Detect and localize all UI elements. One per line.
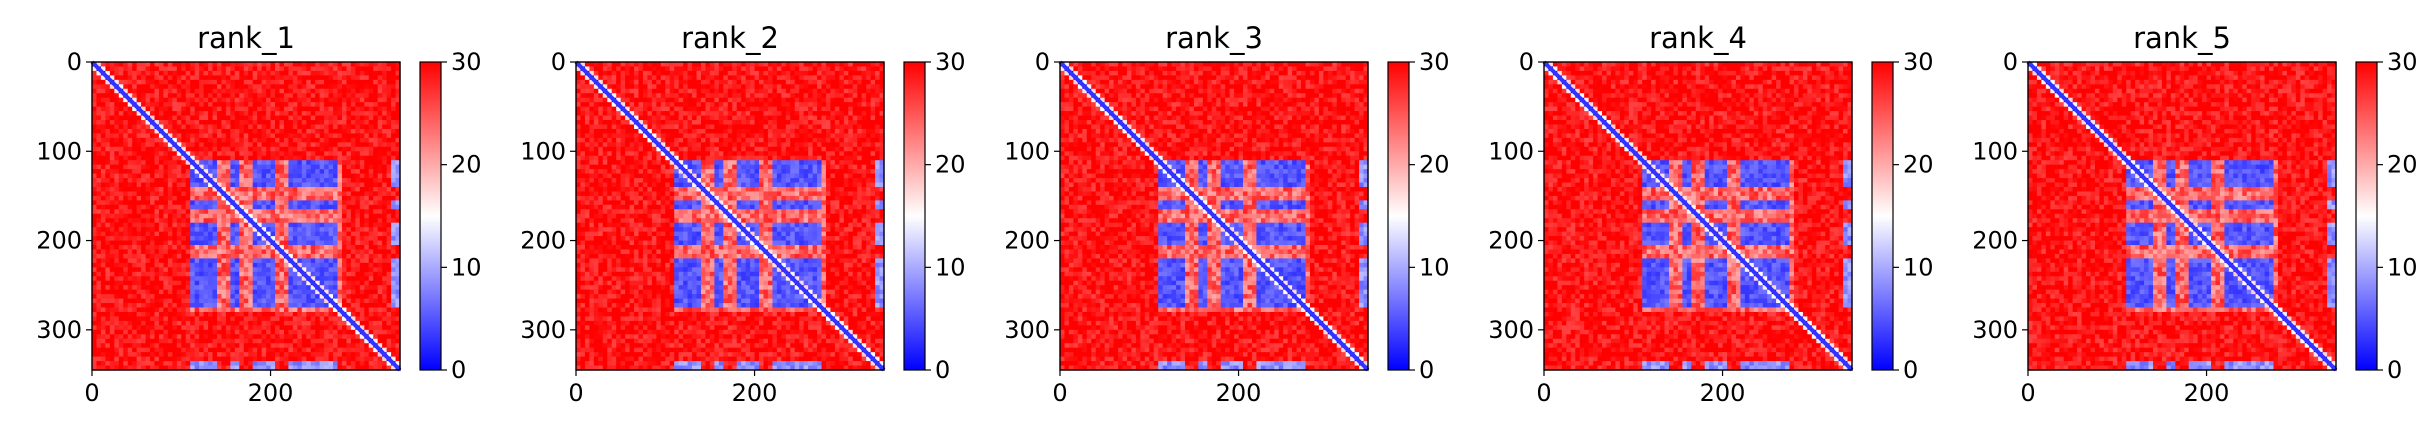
colorbar-tick-label: 0 <box>451 356 466 384</box>
x-tick-label: 200 <box>732 379 778 407</box>
colorbar <box>904 62 925 370</box>
colorbar <box>420 62 441 370</box>
colorbar <box>1872 62 1893 370</box>
y-tick-label: 200 <box>1488 227 1534 255</box>
y-tick-label: 300 <box>1004 316 1050 344</box>
colorbar-tick-label: 30 <box>1419 48 1450 76</box>
y-tick-label: 100 <box>1004 137 1050 165</box>
colorbar-tick-label: 30 <box>1903 48 1934 76</box>
colorbar-tick-label: 0 <box>935 356 950 384</box>
colorbar-tick-label: 10 <box>935 253 966 281</box>
y-tick-label: 300 <box>1972 316 2018 344</box>
y-tick-label: 0 <box>1519 48 1534 76</box>
y-tick-label: 300 <box>520 316 566 344</box>
x-tick-label: 0 <box>568 379 583 407</box>
heatmap-panel-1: rank_1 0 100 200 300 0 200 0 10 20 30 <box>36 21 481 407</box>
panel-title: rank_2 <box>681 21 779 55</box>
y-tick-label: 0 <box>1035 48 1050 76</box>
colorbar-tick-label: 20 <box>1419 151 1450 179</box>
y-tick-label: 200 <box>520 227 566 255</box>
y-tick-label: 200 <box>1004 227 1050 255</box>
panel-title: rank_5 <box>2133 21 2231 55</box>
colorbar-tick-label: 30 <box>451 48 482 76</box>
colorbar <box>2356 62 2377 370</box>
colorbar-tick-label: 0 <box>1419 356 1434 384</box>
x-tick-label: 200 <box>1700 379 1746 407</box>
y-tick-label: 100 <box>1972 137 2018 165</box>
colorbar-tick-label: 20 <box>2387 151 2418 179</box>
y-tick-label: 100 <box>36 137 82 165</box>
colorbar-tick-label: 30 <box>935 48 966 76</box>
colorbar-tick-label: 20 <box>1903 151 1934 179</box>
colorbar-tick-label: 20 <box>451 151 482 179</box>
x-tick-label: 200 <box>248 379 294 407</box>
colorbar-tick-label: 10 <box>1903 253 1934 281</box>
y-tick-label: 0 <box>2003 48 2018 76</box>
panel-title: rank_1 <box>197 21 295 55</box>
y-tick-label: 100 <box>1488 137 1534 165</box>
colorbar-tick-label: 10 <box>451 253 482 281</box>
colorbar <box>1388 62 1409 370</box>
colorbar-tick-label: 20 <box>935 151 966 179</box>
y-tick-label: 300 <box>1488 316 1534 344</box>
y-tick-label: 100 <box>520 137 566 165</box>
colorbar-tick-label: 10 <box>1419 253 1450 281</box>
x-tick-label: 200 <box>1216 379 1262 407</box>
panel-title: rank_3 <box>1165 21 1263 55</box>
x-tick-label: 0 <box>2020 379 2035 407</box>
colorbar-tick-label: 0 <box>1903 356 1918 384</box>
panel-title: rank_4 <box>1649 21 1747 55</box>
y-tick-label: 200 <box>1972 227 2018 255</box>
heatmap-panel-5: rank_5 0 100 200 300 0 200 0 10 20 30 <box>1972 21 2417 407</box>
y-tick-label: 300 <box>36 316 82 344</box>
x-tick-label: 0 <box>1536 379 1551 407</box>
x-tick-label: 0 <box>1052 379 1067 407</box>
y-tick-label: 200 <box>36 227 82 255</box>
heatmap-panel-3: rank_3 0 100 200 300 0 200 0 10 20 30 <box>1004 21 1449 407</box>
y-tick-label: 0 <box>67 48 82 76</box>
heatmap-panel-4: rank_4 0 100 200 300 0 200 0 10 20 30 <box>1488 21 1933 407</box>
x-tick-label: 200 <box>2184 379 2230 407</box>
colorbar-tick-label: 30 <box>2387 48 2418 76</box>
heatmap-panel-2: rank_2 0 100 200 300 0 200 0 10 20 30 <box>520 21 965 407</box>
x-tick-label: 0 <box>84 379 99 407</box>
colorbar-tick-label: 0 <box>2387 356 2402 384</box>
colorbar-tick-label: 10 <box>2387 253 2418 281</box>
y-tick-label: 0 <box>551 48 566 76</box>
